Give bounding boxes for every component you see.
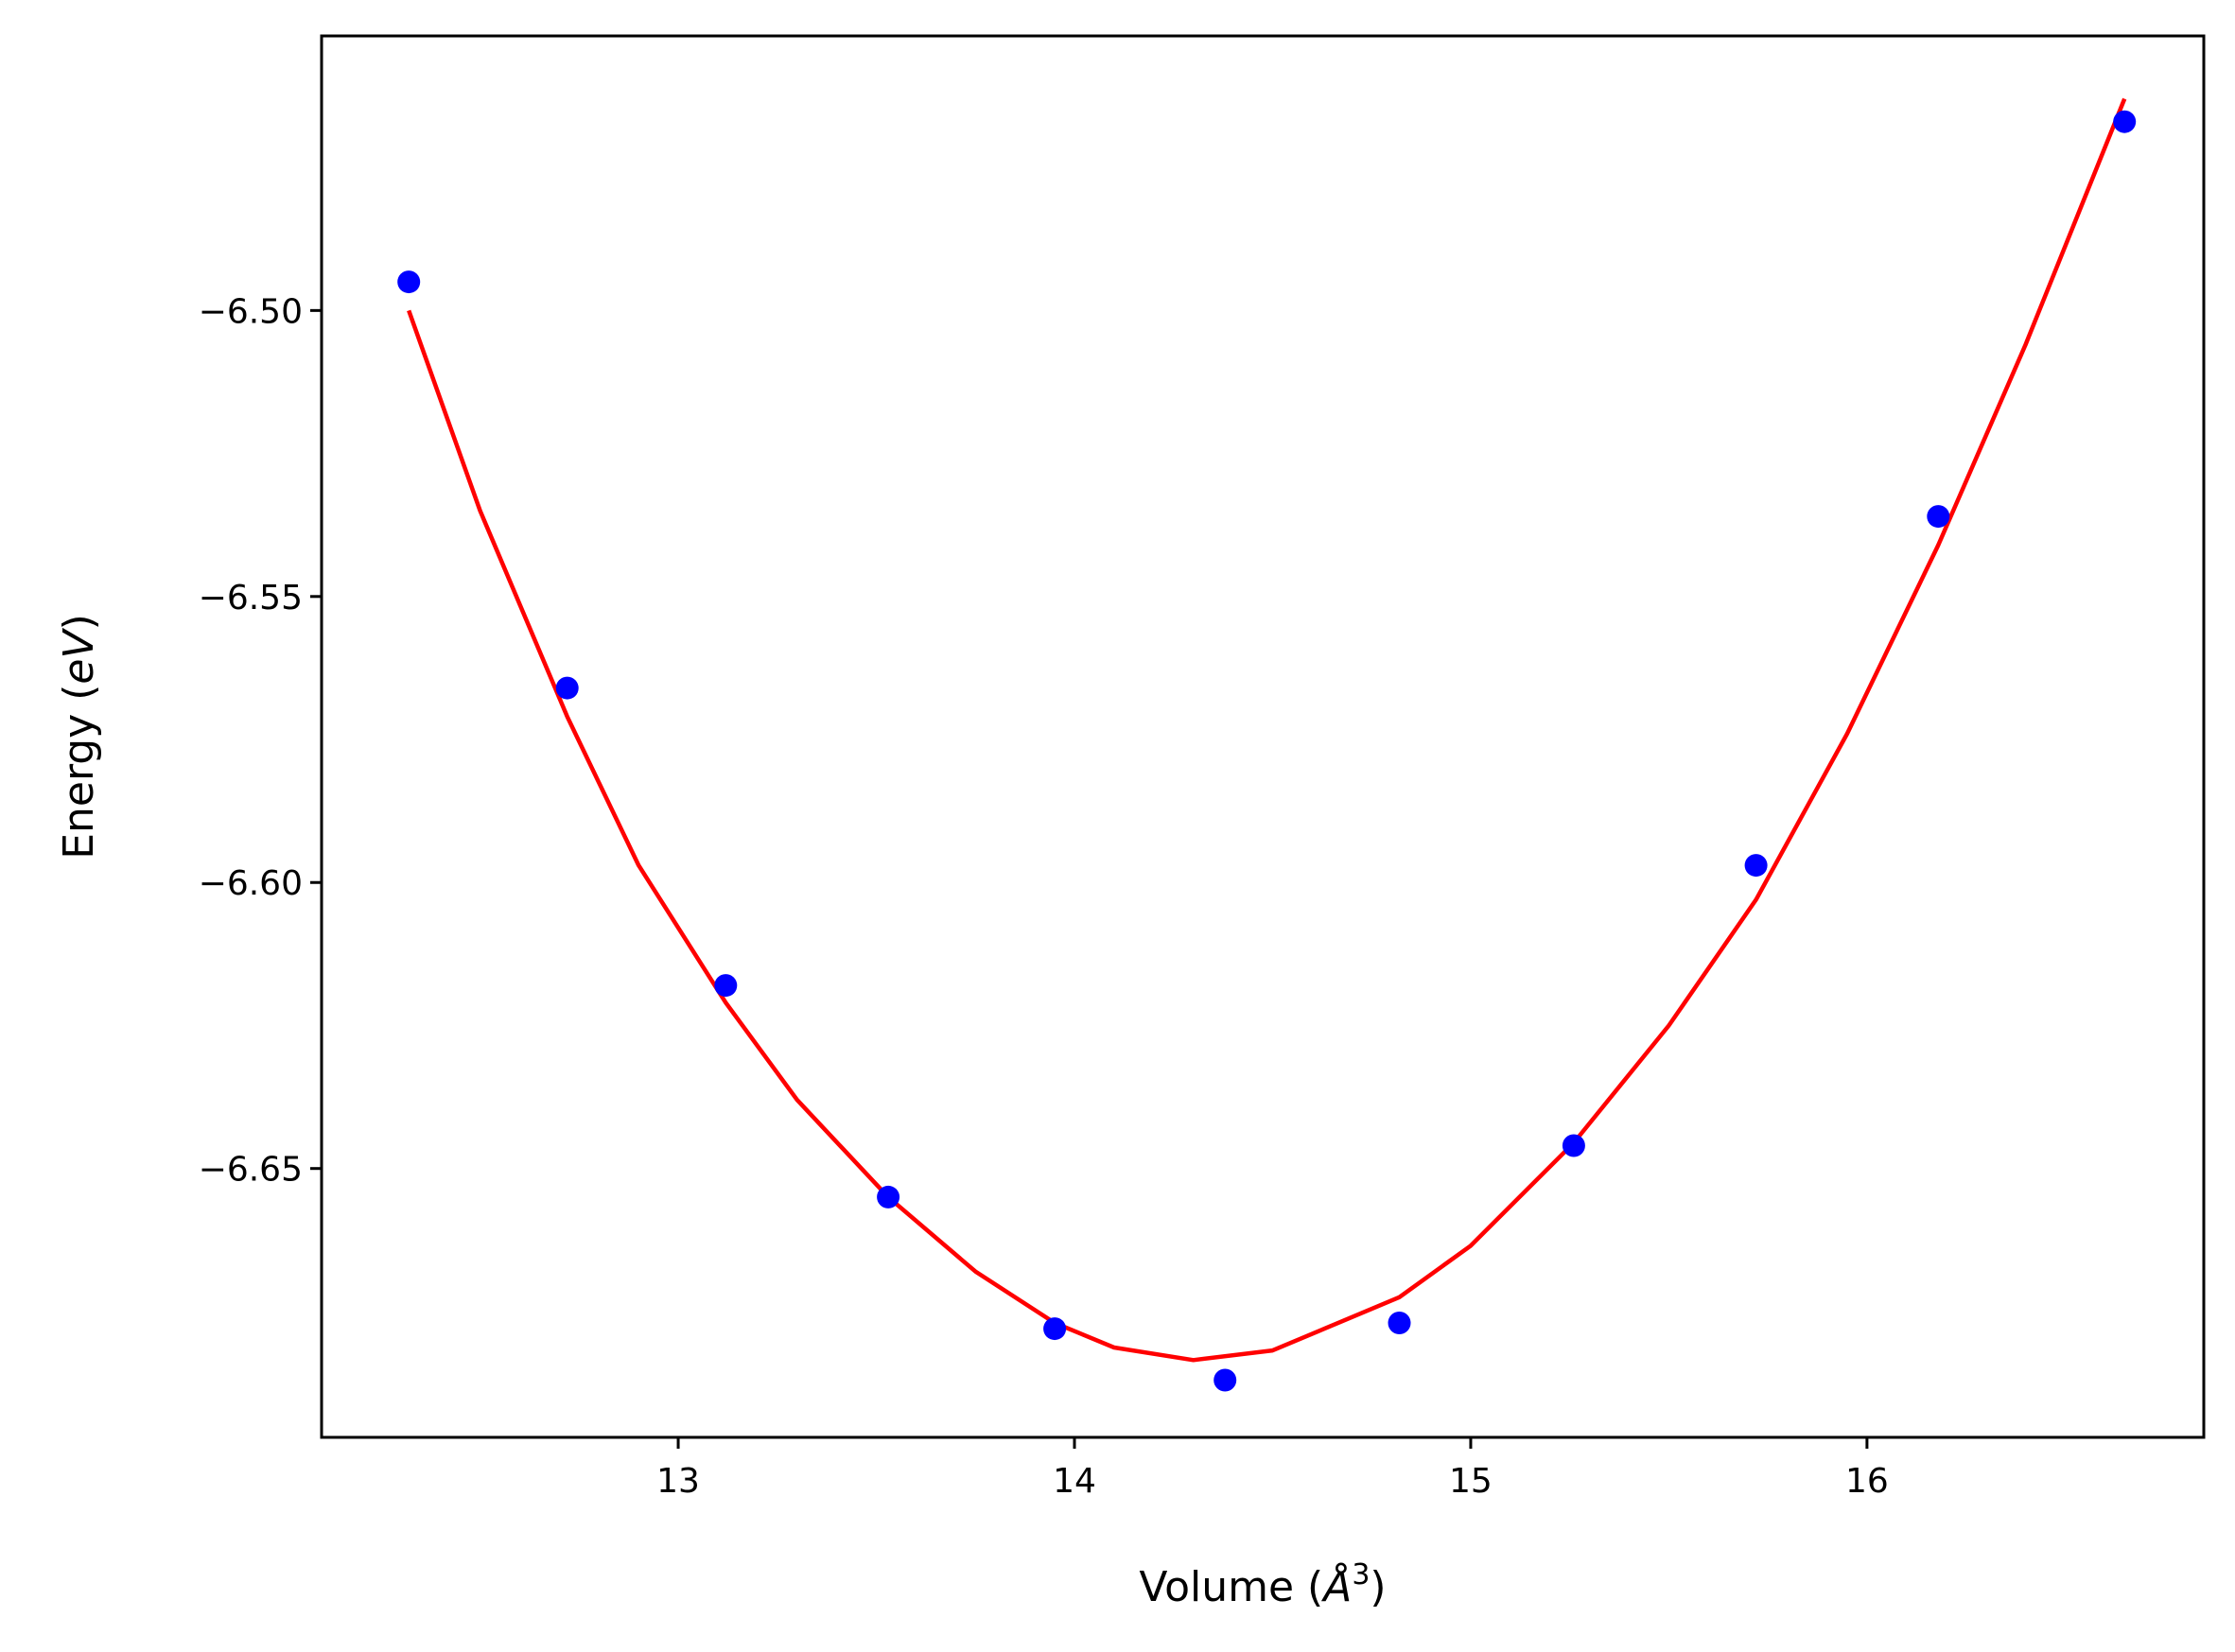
x-tick-label: 13	[656, 1462, 700, 1501]
y-axis-label: Energy (eV)	[55, 614, 103, 860]
data-point	[714, 974, 738, 998]
data-point	[1744, 854, 1768, 878]
x-axis-label-symbol: Å	[1320, 1561, 1352, 1611]
y-axis-label-close: )	[55, 614, 103, 630]
x-axis-label: Volume (Å3)	[1139, 1558, 1386, 1611]
x-axis-ticks: 13 14 15 16	[656, 1437, 1889, 1501]
y-axis-label-text: Energy (	[55, 685, 103, 860]
y-axis-label-italic: eV	[55, 628, 103, 685]
plot-area	[397, 97, 2137, 1392]
x-axis-label-text: Volume (	[1139, 1563, 1323, 1611]
y-tick-label: −6.60	[199, 864, 303, 903]
fit-line	[407, 97, 2127, 1363]
y-tick-label: −6.50	[199, 292, 303, 331]
data-point	[1214, 1368, 1237, 1392]
data-point	[1562, 1134, 1585, 1157]
y-tick-label: −6.65	[199, 1151, 303, 1190]
data-point	[2113, 110, 2137, 133]
y-axis-ticks: −6.50 −6.55 −6.60 −6.65	[199, 292, 322, 1190]
data-point	[1043, 1317, 1067, 1341]
x-axis-label-close: )	[1370, 1563, 1386, 1611]
y-tick-label: −6.55	[199, 579, 303, 617]
data-point	[555, 676, 579, 700]
x-tick-label: 14	[1053, 1462, 1096, 1501]
x-tick-label: 16	[1845, 1462, 1889, 1501]
x-tick-label: 15	[1449, 1462, 1493, 1501]
data-point	[397, 270, 421, 294]
data-point	[1388, 1312, 1411, 1334]
axes-frame	[320, 34, 2206, 1439]
data-point	[877, 1185, 900, 1209]
x-axis-label-superscript: 3	[1352, 1558, 1370, 1591]
data-point	[1927, 505, 1950, 529]
